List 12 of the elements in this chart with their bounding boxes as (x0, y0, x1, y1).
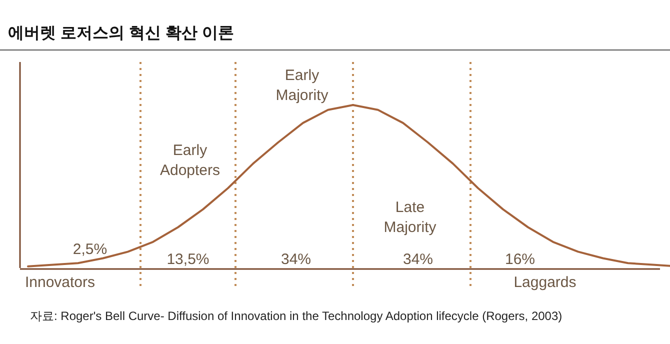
text: 자료: Roger's Bell Curve- Diffusion of Innovation in the Technology Adoption lifecycle (Rogers, 2003) (30, 309, 562, 323)
annotation: 34% (402, 251, 434, 268)
text: Early Majority (276, 67, 329, 104)
annotation: 16% (504, 251, 536, 268)
text: Innovators (24, 274, 96, 291)
annotation: Early Adopters (160, 142, 220, 179)
annotation: 34% (280, 251, 312, 268)
annotation: 2,5% (72, 241, 108, 258)
text: Laggards (514, 274, 576, 291)
annotation: 13,5% (166, 251, 210, 268)
chart-title: 에버렛 로저스의 혁신 확산 이론 (8, 25, 234, 42)
annotation: Late Majority (384, 199, 437, 236)
